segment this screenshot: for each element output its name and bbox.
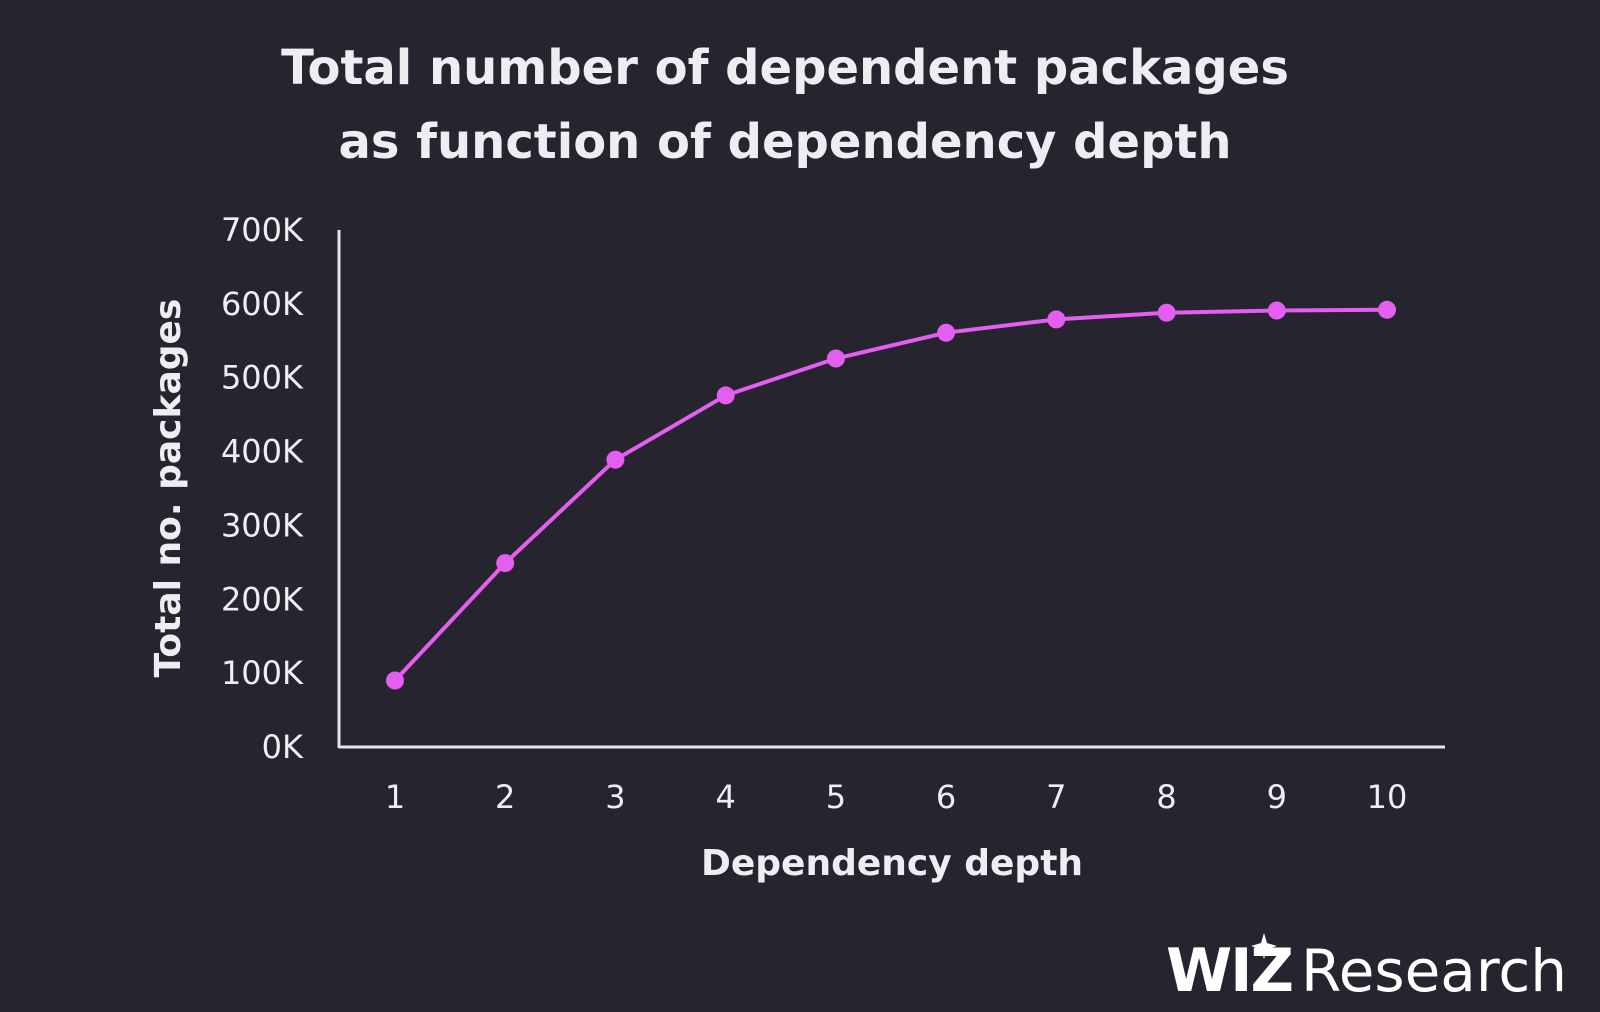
series-layer [386, 300, 1396, 690]
y-axis-title: Total no. packages [148, 299, 189, 678]
data-point [1157, 303, 1176, 322]
data-point [1267, 301, 1286, 320]
x-tick-label: 5 [826, 778, 846, 816]
x-axis-ticks: 1 2 3 4 5 6 7 8 9 10 [385, 778, 1408, 816]
x-tick-label: 1 [385, 778, 405, 816]
y-tick-label: 400K [221, 433, 304, 471]
y-tick-label: 100K [221, 654, 304, 692]
data-point [826, 349, 845, 368]
x-tick-label: 8 [1156, 778, 1176, 816]
data-point [937, 323, 956, 342]
data-point [496, 554, 515, 573]
x-tick-label: 9 [1267, 778, 1287, 816]
x-tick-label: 3 [605, 778, 625, 816]
data-point [386, 671, 404, 690]
y-tick-label: 600K [221, 285, 304, 323]
data-point [1047, 310, 1066, 329]
x-tick-label: 6 [936, 778, 956, 816]
x-tick-label: 2 [495, 778, 515, 816]
x-tick-label: 4 [715, 778, 735, 816]
chart-title-line-1: Total number of dependent packages [281, 40, 1289, 96]
x-tick-label: 10 [1367, 778, 1408, 816]
y-tick-label: 0K [262, 728, 304, 766]
y-tick-label: 200K [221, 580, 304, 618]
data-point [606, 450, 625, 469]
y-tick-label: 300K [221, 506, 304, 544]
series-line [393, 307, 1388, 682]
y-tick-label: 500K [221, 359, 304, 397]
data-point [1378, 300, 1396, 319]
y-axis-ticks: 0K 100K 200K 300K 400K 500K 600K 700K [221, 211, 304, 766]
x-axis-title: Dependency depth [701, 843, 1083, 884]
brand-research-text: Research [1301, 937, 1567, 1005]
brand-logo-text: WIZ [1166, 936, 1292, 1006]
chart-title-line-2: as function of dependency depth [338, 114, 1231, 170]
sparkle-icon [1251, 933, 1277, 959]
wiz-research-logo: WIZ Research [1166, 933, 1567, 1006]
data-point [716, 386, 735, 405]
x-tick-label: 7 [1046, 778, 1066, 816]
y-tick-label: 700K [221, 211, 304, 249]
